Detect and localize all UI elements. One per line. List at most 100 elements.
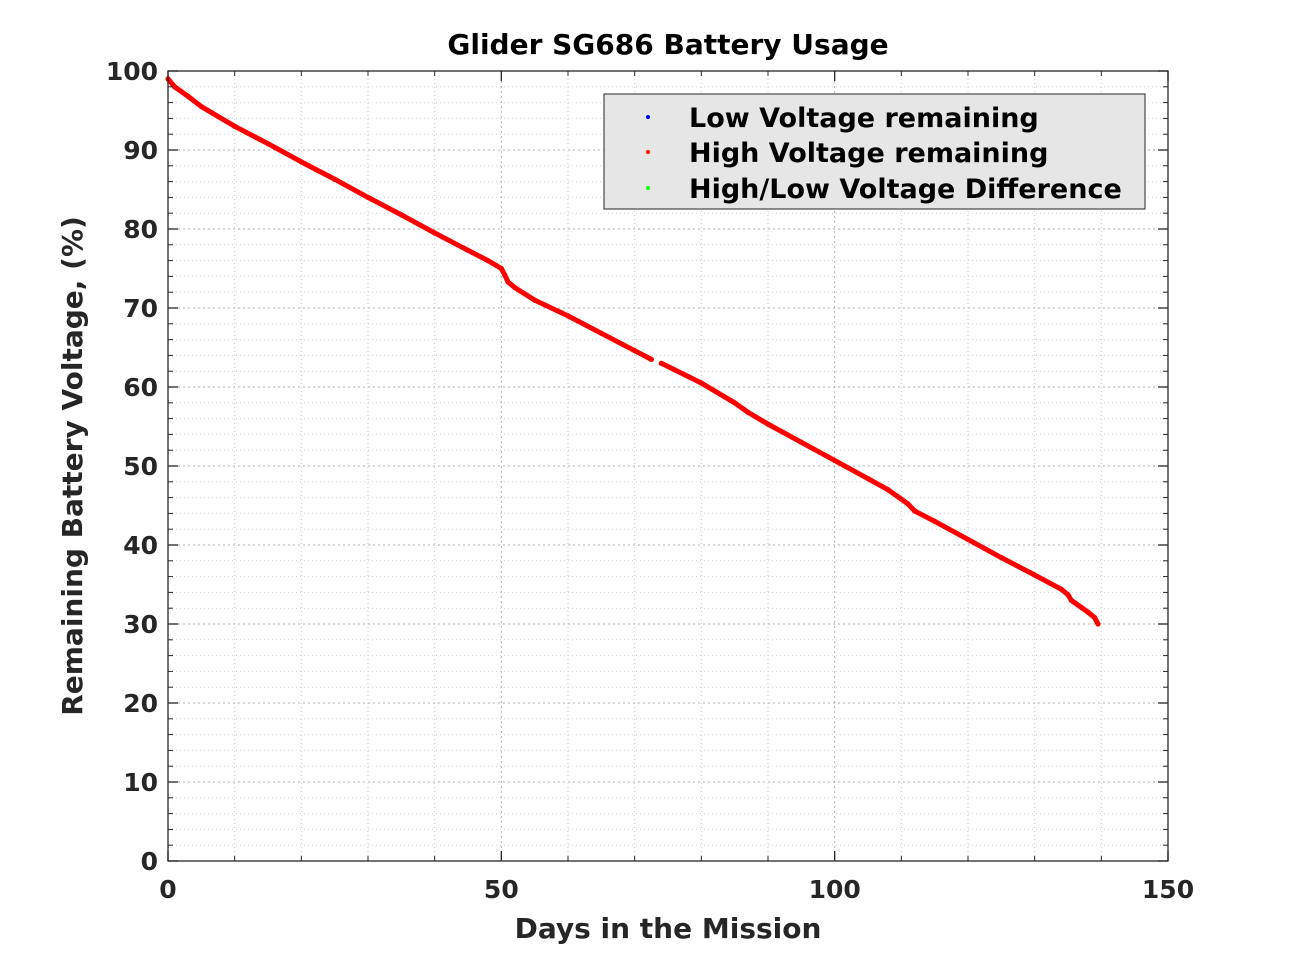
- data-point: [912, 508, 918, 514]
- series-1: [165, 76, 1101, 627]
- data-point: [198, 103, 204, 110]
- y-tick-label: 40: [123, 531, 158, 560]
- data-point: [998, 555, 1004, 561]
- series-segment: [512, 284, 538, 303]
- data-point: [632, 348, 638, 354]
- series-segment: [912, 508, 938, 524]
- chart-title: Glider SG686 Battery Usage: [447, 28, 888, 61]
- y-tick-label: 100: [106, 57, 158, 86]
- series-segment: [865, 476, 891, 493]
- data-point: [745, 409, 751, 415]
- x-axis-label: Days in the Mission: [515, 912, 822, 945]
- data-point: [1032, 572, 1038, 578]
- x-tick-label: 50: [484, 875, 519, 904]
- data-point: [398, 212, 404, 218]
- series-segment: [885, 487, 904, 502]
- legend-entry-label: Low Voltage remaining: [689, 103, 1039, 134]
- legend-entry-label: High/Low Voltage Difference: [689, 174, 1122, 205]
- data-point: [865, 476, 871, 482]
- legend-marker: [646, 186, 650, 190]
- series-segment: [365, 194, 404, 218]
- series-segment: [532, 297, 571, 319]
- data-point: [232, 123, 238, 129]
- series-segment: [658, 360, 704, 386]
- series-segment: [598, 330, 638, 354]
- data-point: [265, 141, 271, 147]
- data-point: [648, 356, 654, 362]
- series-segment: [185, 93, 204, 110]
- data-point: [1078, 604, 1084, 611]
- data-point: [1072, 600, 1078, 606]
- data-point: [565, 313, 571, 319]
- series-segment: [432, 230, 471, 253]
- data-point: [332, 176, 338, 182]
- series-segment: [565, 313, 604, 336]
- y-tick-label: 50: [123, 452, 158, 481]
- series-segment: [265, 141, 304, 165]
- y-tick-label: 60: [123, 373, 158, 402]
- series-segment: [332, 176, 371, 200]
- legend-marker: [646, 115, 650, 119]
- series-segment: [998, 555, 1038, 578]
- data-point: [885, 487, 891, 493]
- data-point: [765, 421, 771, 427]
- data-point: [1092, 615, 1098, 621]
- x-tick-label: 0: [159, 875, 176, 904]
- series-layer: [165, 76, 1101, 627]
- data-point: [832, 457, 838, 464]
- series-segment: [172, 84, 191, 99]
- data-point: [505, 279, 511, 285]
- series-segment: [398, 212, 438, 236]
- legend-entry-label: High Voltage remaining: [689, 138, 1048, 169]
- series-segment: [632, 348, 654, 362]
- data-point: [465, 247, 471, 253]
- data-point: [512, 284, 518, 291]
- data-point: [498, 265, 504, 272]
- series-segment: [298, 159, 338, 182]
- data-point: [698, 380, 704, 386]
- series-segment: [932, 518, 971, 542]
- series-segment: [832, 457, 871, 482]
- y-tick-label: 10: [123, 768, 158, 797]
- data-point: [432, 230, 438, 236]
- series-segment: [465, 247, 491, 264]
- data-point: [905, 501, 911, 507]
- series-segment: [732, 400, 751, 415]
- tick-labels: 0 50 100 150 0 10 20 30 40 50 60 70 80 90 100: [106, 57, 1194, 904]
- data-point: [298, 159, 304, 165]
- x-tick-label: 150: [1142, 875, 1194, 904]
- series-segment: [765, 421, 804, 445]
- series-segment: [798, 439, 838, 463]
- y-tick-label: 20: [123, 689, 158, 718]
- data-point: [502, 272, 508, 278]
- series-segment: [745, 409, 771, 427]
- series-segment: [198, 104, 238, 129]
- series-segment: [232, 123, 271, 147]
- legend-box: [603, 93, 1146, 210]
- data-point: [1095, 621, 1101, 627]
- y-axis-label: Remaining Battery Voltage, (%): [56, 216, 89, 716]
- y-tick-label: 0: [141, 847, 158, 876]
- y-tick-label: 80: [123, 215, 158, 244]
- data-point: [798, 439, 804, 445]
- x-tick-label: 100: [809, 875, 861, 904]
- data-point: [532, 297, 538, 303]
- series-segment: [965, 536, 1004, 561]
- tick-marks: [167, 70, 1169, 862]
- series-segment: [1032, 572, 1064, 592]
- data-point: [172, 84, 178, 90]
- data-point: [932, 518, 938, 524]
- data-point: [1065, 592, 1071, 598]
- y-tick-label: 90: [123, 136, 158, 165]
- data-point: [598, 330, 604, 336]
- data-point: [658, 360, 664, 366]
- legend-marker: [646, 150, 650, 154]
- y-tick-label: 30: [123, 610, 158, 639]
- legend: Low Voltage remaining High Voltage remain…: [603, 93, 1146, 210]
- y-tick-label: 70: [123, 294, 158, 323]
- data-point: [1058, 586, 1064, 592]
- data-point: [965, 536, 971, 543]
- data-point: [185, 93, 191, 99]
- data-point: [898, 496, 904, 502]
